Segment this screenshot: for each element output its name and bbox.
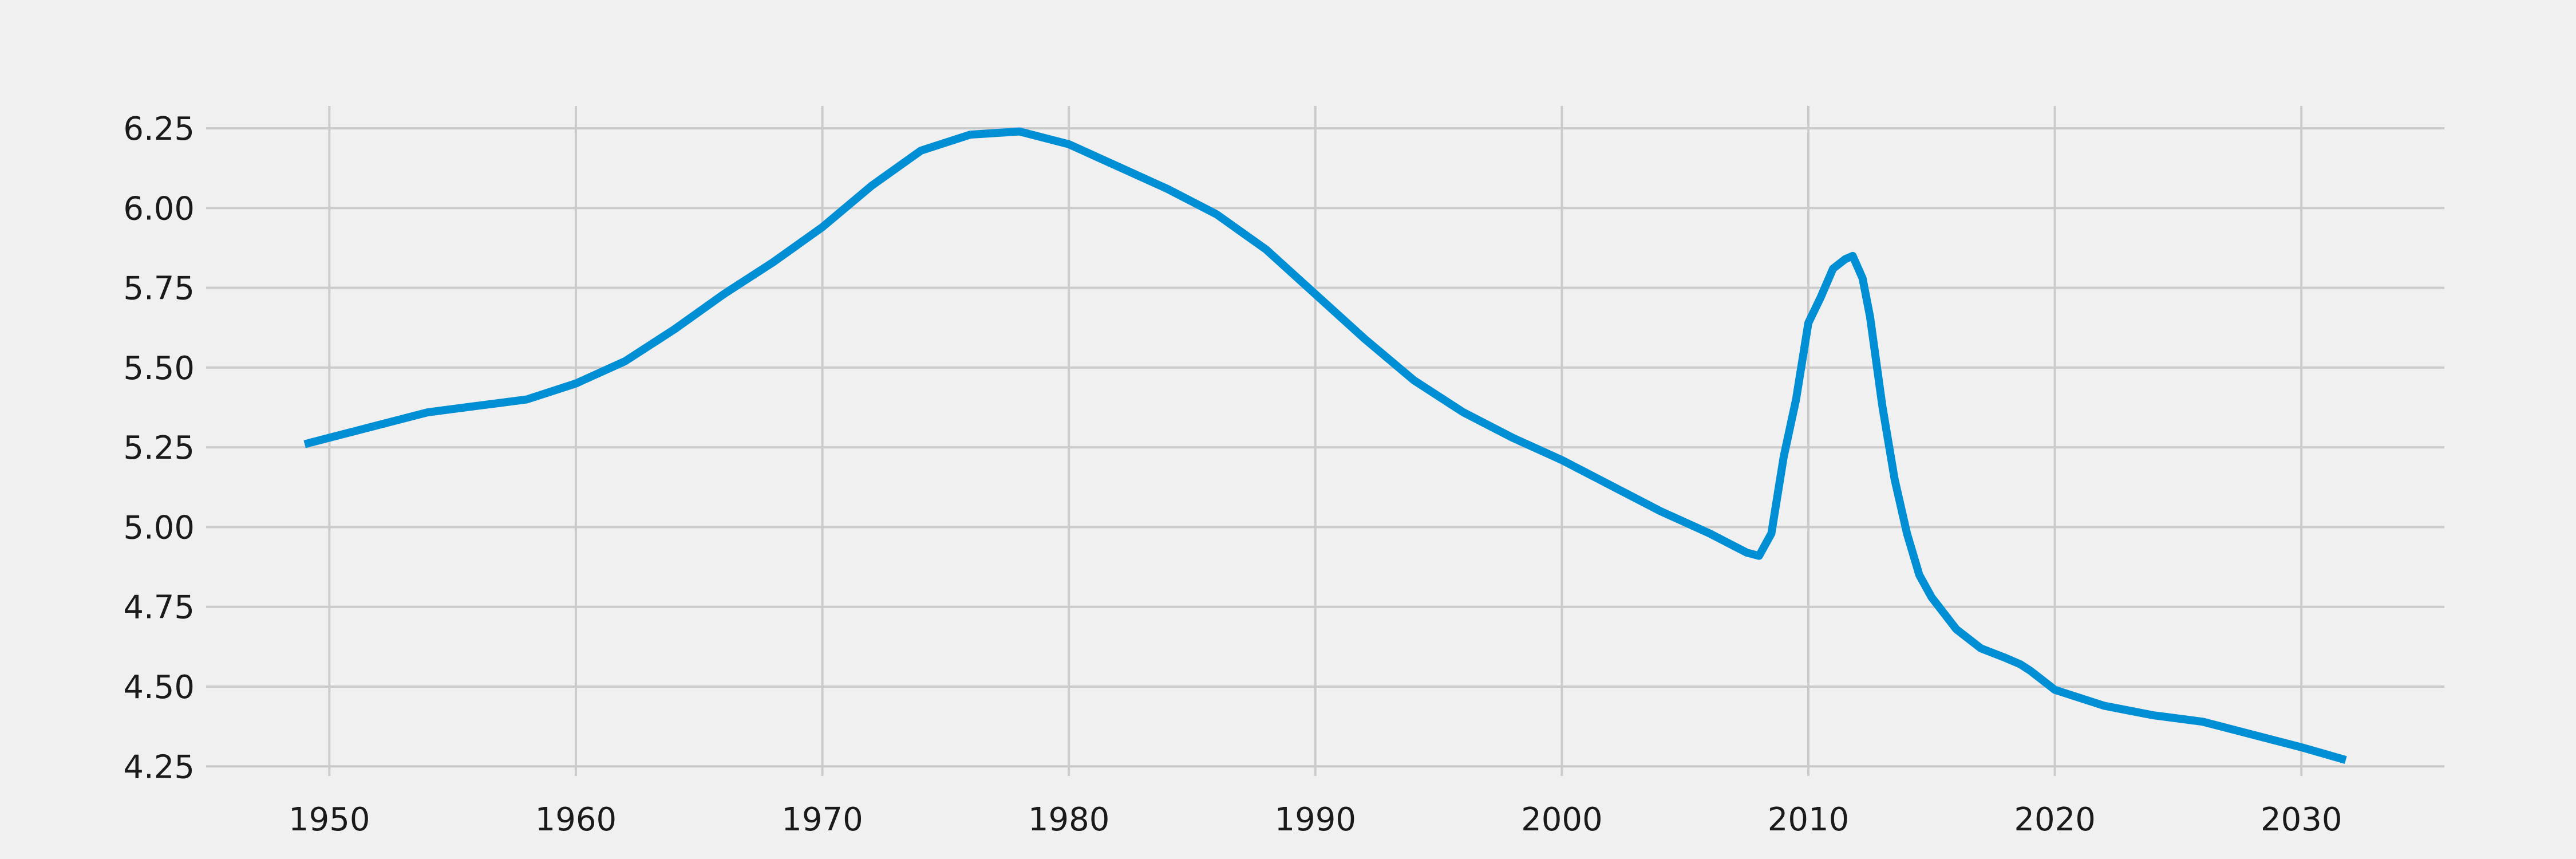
y-tick-label: 5.50	[123, 350, 195, 387]
x-tick-label: 1990	[1275, 801, 1357, 838]
y-tick-label: 5.25	[123, 430, 195, 467]
y-grid	[206, 127, 2444, 768]
series-layer	[303, 127, 2347, 764]
x-tick-label: 2020	[2014, 801, 2096, 838]
y-tick-label: 5.75	[123, 270, 195, 308]
x-tick-label: 1980	[1028, 801, 1110, 838]
y-tick-label: 5.00	[123, 509, 195, 546]
x-tick-label: 2000	[1521, 801, 1603, 838]
x-tick-label: 1970	[781, 801, 863, 838]
x-grid	[328, 106, 2303, 776]
y-tick-label: 4.75	[123, 589, 195, 626]
x-tick-label: 1950	[289, 801, 370, 838]
x-tick-label: 1960	[535, 801, 617, 838]
x-tick-label: 2010	[1768, 801, 1850, 838]
x-tick-labels: 1950 1960 1970 1980 1990 2000 2010 2020 2030	[289, 801, 2342, 838]
y-tick-label: 6.25	[123, 111, 195, 148]
y-tick-labels: 4.25 4.50 4.75 5.00 5.25 5.50 5.75 6.00 6.25	[123, 111, 195, 786]
y-tick-label: 6.00	[123, 190, 195, 227]
x-tick-label: 2030	[2261, 801, 2342, 838]
series-line	[303, 127, 2347, 764]
y-tick-label: 4.50	[123, 669, 195, 706]
y-tick-label: 4.25	[123, 748, 195, 786]
